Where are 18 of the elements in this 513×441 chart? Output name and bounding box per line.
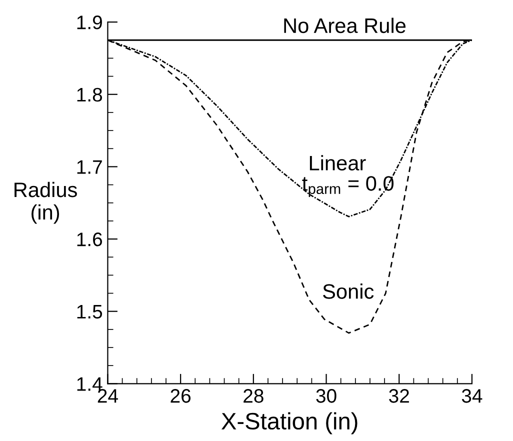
- y-tick-label: 1.8: [77, 88, 102, 102]
- annotation: No Area Rule: [284, 18, 406, 34]
- y-axis-title: Radius (in): [14, 182, 77, 224]
- x-tick-label: 30: [316, 389, 336, 403]
- annotation: t$_{parm}$ = 0.0: [302, 176, 394, 197]
- y-tick-label: 1.5: [77, 305, 102, 319]
- x-tick-label: 34: [462, 389, 482, 403]
- x-tick-label: 24: [98, 389, 118, 403]
- annotation: Linear: [310, 155, 366, 170]
- y-tick-label: 1.4: [77, 377, 102, 391]
- x-tick-label: 28: [244, 389, 264, 403]
- x-tick-label: 32: [389, 389, 409, 403]
- y-tick-label: 1.6: [77, 232, 102, 246]
- y-tick-label: 1.7: [77, 160, 102, 174]
- x-axis-title: X-Station (in): [221, 412, 358, 434]
- x-tick-label: 26: [170, 389, 191, 403]
- y-tick-label: 1.9: [77, 16, 102, 30]
- annotation: Sonic: [323, 284, 374, 299]
